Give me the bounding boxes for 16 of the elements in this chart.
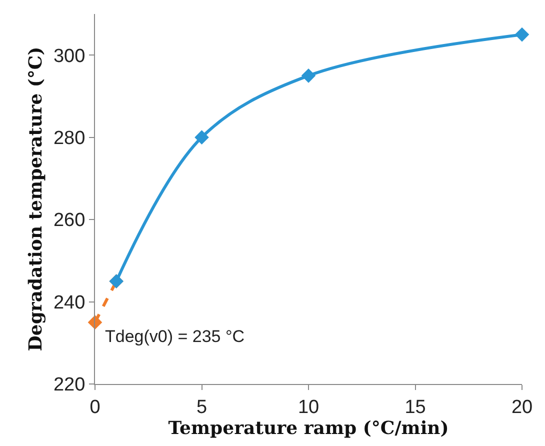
x-tick-label: 5 (196, 396, 208, 418)
x-tick-label: 20 (511, 396, 533, 418)
y-axis-title: Degradation temperature (°C) (26, 46, 47, 352)
y-tick-label: 240 (53, 292, 86, 314)
y-tick-label: 300 (53, 46, 86, 67)
y-tick-label: 220 (53, 374, 86, 396)
y-tick-label: 260 (53, 210, 86, 232)
x-tick-label: 10 (298, 396, 320, 418)
x-tick-label: 15 (404, 396, 426, 418)
annotation: Tdeg(v0) = 235 °C (105, 327, 245, 346)
y-tick-label: 280 (53, 128, 86, 149)
x-tick-label: 0 (90, 396, 100, 418)
x-axis-title: Temperature ramp (°C/min) (168, 418, 449, 439)
point (301, 68, 316, 83)
point (514, 27, 530, 42)
point (194, 130, 209, 144)
